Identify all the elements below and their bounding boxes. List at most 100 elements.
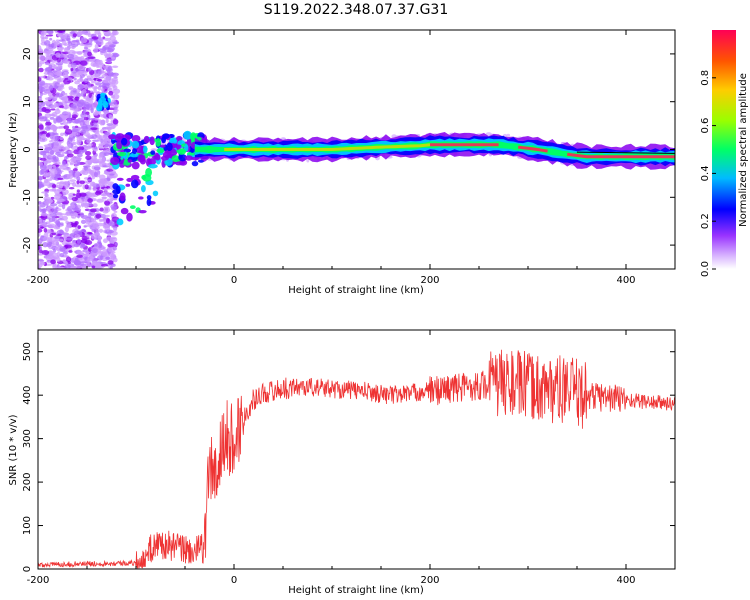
heatmap-blob-cell [138, 209, 147, 214]
snr-axes: -200 0 200 400 0 100 200 300 400 500 [22, 330, 676, 586]
heatmap-noise-cell [85, 111, 90, 115]
heatmap-noise-cell [113, 210, 118, 213]
heatmap-noise-cell [74, 96, 80, 101]
heatmap-noise-cell [52, 155, 57, 160]
heatmap-noise-cell [104, 143, 109, 148]
heatmap-noise-cell [94, 43, 99, 50]
heatmap-noise-cell [103, 109, 110, 115]
heatmap-ridge-band [194, 138, 675, 164]
heatmap-noise-cell [59, 43, 63, 48]
heatmap-noise-cell [91, 36, 99, 40]
heatmap-noise-cell [87, 178, 93, 182]
heatmap-noise-cell [107, 254, 111, 257]
snr-ytick-label: 0 [22, 566, 33, 572]
heatmap-noise-cell [94, 117, 99, 121]
heatmap-noise-cell [85, 155, 92, 161]
heatmap-noise-cell [86, 138, 91, 144]
heatmap-noise-cell [57, 86, 65, 90]
heatmap-noise-cell [53, 165, 57, 171]
heatmap-noise-cell [38, 80, 46, 86]
heatmap-noise-cell [50, 108, 56, 111]
spectrogram-axes: -200 0 200 400 -20 -10 0 10 20 [22, 30, 676, 286]
heatmap-blob-cell [175, 135, 183, 142]
heatmap-noise-cell [103, 65, 108, 70]
heatmap-noise-cell [104, 200, 111, 206]
heatmap-noise-cell [93, 77, 97, 81]
heatmap-noise-cell [57, 238, 64, 242]
heatmap-noise-cell [84, 184, 89, 190]
heatmap-noise-cell [66, 224, 72, 229]
heatmap-noise-cell [97, 234, 102, 241]
heatmap-noise-cell [87, 232, 93, 235]
heatmap-noise-cell [55, 220, 60, 225]
heatmap-noise-cell [108, 90, 114, 96]
heatmap-noise-cell [71, 196, 78, 202]
heatmap-noise-cell [51, 105, 57, 109]
heatmap-noise-cell [44, 146, 53, 151]
heatmap-blob-cell [171, 155, 180, 163]
heatmap-noise-cell [77, 153, 83, 158]
heatmap-noise-cell [77, 146, 85, 151]
heatmap-noise-cell [69, 92, 74, 95]
heatmap-noise-cell [111, 79, 119, 85]
heatmap-noise-cell [110, 104, 114, 107]
heatmap-noise-cell [55, 116, 63, 123]
heatmap-noise-cell [104, 171, 111, 176]
heatmap-noise-cell [54, 135, 60, 141]
heatmap-noise-cell [74, 265, 83, 269]
heatmap-noise-cell [102, 165, 110, 168]
heatmap-noise-cell [94, 243, 98, 247]
heatmap-blob-cell [116, 177, 124, 181]
heatmap-noise-cell [98, 68, 102, 74]
heatmap-noise-cell [97, 249, 102, 254]
heatmap-noise-cell [90, 61, 97, 67]
heatmap-noise-cell [46, 45, 50, 50]
heatmap-blob-cell [97, 99, 103, 106]
heatmap-noise-cell [70, 131, 79, 136]
heatmap-noise-cell [92, 85, 98, 90]
heatmap-noise-cell [89, 117, 96, 121]
heatmap-noise-cell [49, 84, 54, 91]
heatmap-noise-cell [50, 42, 55, 48]
heatmap-noise-cell [79, 122, 84, 127]
heatmap-noise-cell [83, 78, 89, 84]
heatmap-noise-cell [95, 184, 100, 188]
heatmap-noise-cell [57, 46, 64, 51]
spectrogram-xtick-label: 400 [616, 275, 635, 286]
heatmap-noise-cell [76, 180, 80, 185]
heatmap-noise-cell [46, 237, 50, 243]
heatmap-noise-cell [56, 33, 64, 37]
heatmap-noise-cell [91, 248, 99, 254]
heatmap-noise-cell [112, 65, 119, 69]
heatmap-noise-cell [70, 104, 77, 108]
heatmap-blob-cell [187, 151, 196, 156]
heatmap-noise-cell [83, 96, 90, 100]
colorbar-tick-label: 0.2 [700, 213, 711, 229]
heatmap-noise-cell [103, 187, 108, 192]
snr-ytick-label: 100 [22, 516, 33, 535]
heatmap-noise-cell [64, 128, 73, 135]
heatmap-noise-cell [112, 246, 117, 251]
heatmap-noise-cell [62, 215, 68, 221]
heatmap-noise-cell [99, 255, 104, 260]
heatmap-noise-cell [87, 56, 96, 59]
heatmap-noise-cell [89, 208, 97, 213]
heatmap-noise-cell [85, 134, 93, 138]
heatmap-noise-cell [61, 115, 66, 119]
heatmap-blob-cell [150, 150, 156, 155]
heatmap-noise-cell [38, 206, 41, 212]
heatmap-noise-cell [68, 182, 75, 185]
heatmap-noise-cell [57, 177, 64, 180]
heatmap-noise-cell [105, 256, 110, 260]
heatmap-noise-cell [44, 160, 52, 164]
heatmap-blob-cell [177, 148, 186, 155]
heatmap-noise-cell [51, 240, 59, 245]
heatmap-noise-cell [77, 84, 84, 91]
snr-panel: -200 0 200 400 0 100 200 300 400 500 Height of st… [8, 329, 676, 596]
heatmap-noise-cell [74, 157, 82, 161]
heatmap-noise-cell [100, 219, 106, 222]
heatmap-noise-cell [40, 34, 45, 40]
heatmap-noise-cell [47, 166, 53, 170]
heatmap-noise-cell [54, 247, 59, 251]
heatmap-noise-cell [56, 145, 65, 150]
